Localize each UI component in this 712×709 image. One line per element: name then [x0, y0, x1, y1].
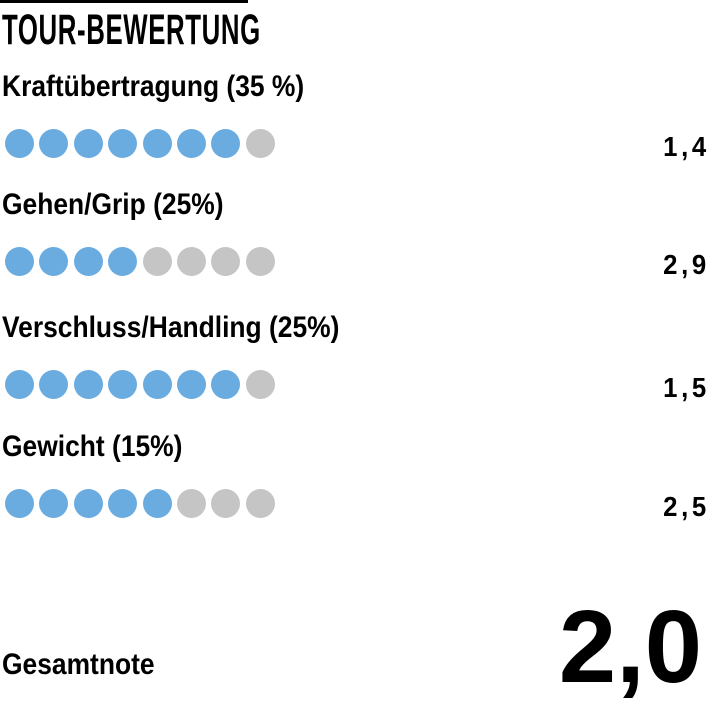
- rating-dot-filled: [73, 489, 103, 518]
- rating-row: Kraftübertragung (35 %) 1,4: [0, 72, 712, 167]
- rating-dot-filled: [73, 247, 103, 276]
- rating-dot-filled: [108, 489, 138, 518]
- rating-dots: [5, 129, 275, 158]
- category-score: 2,5: [663, 491, 710, 522]
- rating-dot-filled: [73, 370, 103, 399]
- rating-dot-filled: [39, 370, 69, 399]
- rating-dot-empty: [245, 370, 275, 399]
- rating-dot-filled: [73, 129, 103, 158]
- rating-dot-filled: [176, 129, 206, 158]
- rating-dots: [5, 247, 275, 276]
- rating-dot-filled: [108, 129, 138, 158]
- rating-dot-filled: [5, 247, 34, 276]
- category-label: Gewicht (15%): [2, 430, 183, 463]
- rating-dot-filled: [108, 247, 138, 276]
- rating-dot-filled: [211, 370, 241, 399]
- rating-dot-empty: [142, 247, 172, 276]
- rating-dot-filled: [142, 370, 172, 399]
- rating-dot-filled: [39, 489, 69, 518]
- rating-dots: [5, 489, 275, 518]
- rating-dot-filled: [5, 489, 34, 518]
- rating-dot-filled: [142, 489, 172, 518]
- category-label: Verschluss/Handling (25%): [2, 311, 340, 344]
- rating-dot-filled: [39, 247, 69, 276]
- rating-dot-filled: [108, 370, 138, 399]
- rating-dot-empty: [176, 247, 206, 276]
- category-label: Kraftübertragung (35 %): [2, 70, 305, 103]
- category-score: 1,4: [663, 131, 710, 162]
- top-rule: [0, 0, 248, 3]
- rating-dot-filled: [39, 129, 69, 158]
- rating-dots: [5, 370, 275, 399]
- rating-dot-filled: [142, 129, 172, 158]
- total-score: 2,0: [558, 589, 702, 704]
- rating-row: Gewicht (15%) 2,5: [0, 432, 712, 527]
- category-score: 2,9: [663, 249, 710, 280]
- rating-dot-empty: [245, 489, 275, 518]
- total-label: Gesamtnote: [2, 648, 155, 681]
- rating-dot-empty: [176, 489, 206, 518]
- rating-dot-filled: [176, 370, 206, 399]
- rating-dot-filled: [5, 370, 34, 399]
- rating-dot-empty: [245, 129, 275, 158]
- rating-dot-filled: [5, 129, 34, 158]
- rating-row: Gehen/Grip (25%) 2,9: [0, 190, 712, 285]
- rating-dot-empty: [211, 247, 241, 276]
- rating-dot-empty: [211, 489, 241, 518]
- page-title: TOUR-BEWERTUNG: [2, 6, 261, 54]
- category-score: 1,5: [663, 372, 710, 403]
- rating-dot-empty: [245, 247, 275, 276]
- rating-dot-filled: [211, 129, 241, 158]
- category-label: Gehen/Grip (25%): [2, 188, 224, 221]
- rating-row: Verschluss/Handling (25%) 1,5: [0, 313, 712, 408]
